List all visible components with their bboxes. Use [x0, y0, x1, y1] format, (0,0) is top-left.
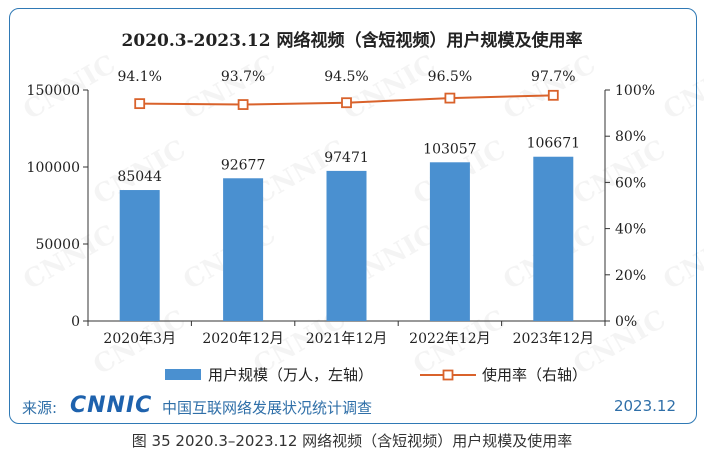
y-left-tick-label: 50000 — [35, 237, 80, 253]
axes: 0 50000 100000 150000 0% 20% 40% 60% 80% 100% 2020… — [27, 83, 655, 347]
bar — [223, 178, 264, 321]
x-tick-label: 2020年3月 — [103, 331, 176, 347]
bar — [429, 162, 470, 321]
watermark-text: CNNIC — [339, 50, 442, 127]
source-label: 来源: — [22, 399, 58, 417]
y-right-tick-label: 80% — [615, 129, 646, 145]
chart-title: 2020.3-2023.12 网络视频（含短视频）用户规模及使用率 — [122, 30, 583, 51]
watermark-text: CNNIC — [179, 50, 282, 127]
line-value-label: 93.7% — [221, 69, 265, 85]
legend: 用户规模（万人，左轴） 使用率（右轴） — [165, 366, 587, 384]
y-left-tick-label: 0 — [71, 314, 80, 330]
line-marker — [547, 89, 559, 101]
watermark-text: CNNIC — [659, 50, 704, 127]
line-value-label: 94.5% — [324, 69, 368, 85]
bar — [119, 190, 160, 321]
legend-line-label: 使用率（右轴） — [482, 366, 587, 384]
cnnic-logo: CNNIC — [70, 393, 153, 418]
x-tick-label: 2023年12月 — [513, 331, 594, 347]
legend-bar-label: 用户规模（万人，左轴） — [208, 366, 373, 384]
watermark-text: CNNIC — [499, 50, 602, 127]
y-right-tick-label: 40% — [615, 222, 646, 238]
line-marker — [237, 99, 249, 110]
line-marker — [444, 92, 456, 104]
y-right-tick-label: 20% — [615, 268, 646, 284]
line-series: 94.1% 93.7% 94.5% 96.5% 97.7% — [117, 69, 576, 110]
watermark-text: CNNIC — [569, 135, 672, 212]
bar — [326, 170, 367, 321]
y-left-tick-label: 150000 — [27, 83, 80, 99]
watermark-text: CNNIC — [659, 220, 704, 297]
line-value-label: 97.7% — [531, 69, 575, 85]
bar-value-label: 85044 — [117, 169, 162, 185]
bar-value-label: 106671 — [527, 136, 580, 152]
bars: 85044 92677 97471 103057 106671 — [117, 136, 580, 321]
line-value-label: 94.1% — [117, 69, 161, 85]
x-tick-label: 2022年12月 — [409, 331, 490, 347]
bar-value-label: 97471 — [324, 150, 369, 166]
y-right-tick-label: 100% — [615, 83, 655, 99]
bar-value-label: 103057 — [423, 141, 476, 157]
x-tick-label: 2021年12月 — [306, 331, 387, 347]
line-marker — [341, 97, 352, 109]
line-marker — [134, 98, 146, 110]
source-org: 中国互联网络发展状况统计调查 — [162, 399, 373, 417]
source-date: 2023.12 — [613, 397, 676, 415]
figure-caption: 图 35 2020.3–2023.12 网络视频（含短视频）用户规模及使用率 — [131, 432, 573, 450]
bar-value-label: 92677 — [221, 157, 266, 173]
legend-line-marker — [442, 369, 454, 381]
legend-bar-swatch — [165, 369, 201, 380]
source-row: 来源: CNNIC 中国互联网络发展状况统计调查 2023.12 — [22, 393, 684, 421]
y-left-tick-label: 100000 — [27, 160, 80, 176]
bar — [533, 156, 574, 321]
watermark-text: CNNIC — [19, 220, 122, 297]
y-right-tick-label: 60% — [615, 175, 646, 191]
x-tick-label: 2020年12月 — [202, 331, 283, 347]
line-value-label: 96.5% — [428, 69, 472, 85]
y-right-tick-label: 0% — [615, 314, 637, 330]
